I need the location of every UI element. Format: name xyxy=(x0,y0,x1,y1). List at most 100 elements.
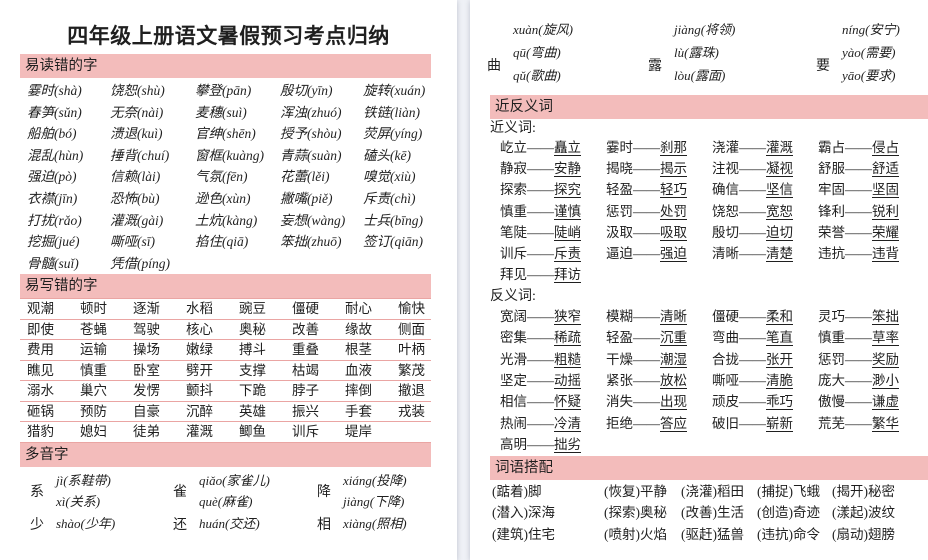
antonym-pair: 惩罚——奖励 xyxy=(818,351,899,367)
antonym-pair: 高明——拙劣 xyxy=(500,437,581,453)
word-item: 搏斗 xyxy=(239,342,266,358)
antonym-pair: 密集——稀疏 xyxy=(500,330,581,346)
antonym-pair: 干燥——潮湿 xyxy=(606,351,687,367)
word-row: 溺水 巢穴 发愣 颤抖 下跪 脖子 摔倒 撤退 xyxy=(20,381,431,402)
antonym-pair: 消失——出现 xyxy=(606,394,687,410)
collocation-item: (浇灌)稻田 xyxy=(681,483,744,499)
miswrite-word-table: 观潮 顿时 逐渐 水稻 豌豆 僵硬 耐心 愉快 即使 苍蝇 驾驶 核心 奥秘 改善 缘故 侧面 费用 运输 操场 嫩绿… xyxy=(20,298,431,443)
word-item: 猎豹 xyxy=(27,424,54,440)
antonyms-label: 反义词: xyxy=(490,288,536,304)
polyphone-carryover-reading: jiàng(将领) xyxy=(674,22,736,37)
word-item: 即使 xyxy=(27,321,54,337)
word-item: 观潮 xyxy=(27,301,54,317)
synonym-pair-row: 慎重——谨慎 惩罚——处罚 饶恕——宽恕 锋利——锐利 xyxy=(490,201,928,222)
word-item: 花蕾(lěi) xyxy=(280,169,330,185)
word-item: 嘶哑(sī) xyxy=(110,234,155,250)
word-item: 溺水 xyxy=(27,383,54,399)
synonym-pair: 拜见——拜访 xyxy=(500,267,581,283)
word-item: 恐怖(bù) xyxy=(110,190,160,206)
polyphone-group: 相 xiàng(照相) xyxy=(317,513,407,535)
antonym-pair-row: 宽阔——狭窄 模糊——清晰 僵硬——柔和 灵巧——笨拙 xyxy=(490,306,928,327)
antonym-pair: 相信——怀疑 xyxy=(500,394,581,410)
polyphone-row: 系 jì(系鞋带) xì(关系) 雀 qiǎo(家雀儿) què(麻雀) 降 xiáng(投降… xyxy=(20,470,457,513)
antonym-pair: 僵硬——柔和 xyxy=(712,308,793,324)
word-item: 训斥 xyxy=(292,424,319,440)
collocation-item: (潜入)深海 xyxy=(492,505,555,521)
word-item: 灌溉 xyxy=(186,424,213,440)
polyphone-char: 还 xyxy=(173,517,187,533)
word-item: 嫩绿 xyxy=(186,342,213,358)
section-header-misread: 易读错的字 xyxy=(20,54,431,78)
word-item: 混乱(hùn) xyxy=(27,147,84,163)
synonym-pair: 逼迫——强迫 xyxy=(606,246,687,262)
word-item: 核心 xyxy=(186,321,213,337)
antonym-pair-row: 高明——拙劣 xyxy=(490,434,928,455)
word-item: 自豪 xyxy=(133,403,160,419)
word-item: 卧室 xyxy=(133,362,160,378)
word-item: 笨拙(zhuō) xyxy=(280,234,342,250)
word-item: 脖子 xyxy=(292,383,319,399)
word-item: 攀登(pān) xyxy=(195,83,252,98)
antonym-pair-row: 密集——稀疏 轻盈——沉重 弯曲——笔直 慎重——草率 xyxy=(490,327,928,348)
synonym-pair: 确信——坚信 xyxy=(712,182,793,198)
word-row: 即使 苍蝇 驾驶 核心 奥秘 改善 缘故 侧面 xyxy=(20,320,431,341)
antonym-pair: 轻盈——沉重 xyxy=(606,330,687,346)
polyphone-reading: qǔ(歌曲) xyxy=(513,68,561,84)
word-item: 徒弟 xyxy=(133,424,160,440)
word-item: 春笋(sǔn) xyxy=(27,104,82,120)
synonym-pair: 霸占——侵占 xyxy=(818,139,899,155)
word-item: 缘故 xyxy=(345,321,372,337)
antonym-pair: 热闹——冷清 xyxy=(500,415,581,431)
word-item: 英雄 xyxy=(239,403,266,419)
polyphone-reading: yāo(要求) xyxy=(842,68,896,84)
word-item: 苍蝇 xyxy=(80,321,107,337)
synonym-pair: 注视——凝视 xyxy=(712,160,793,176)
word-item: 无奈(nài) xyxy=(110,104,164,120)
synonym-pair: 浇灌——灌溉 xyxy=(712,139,793,155)
word-row: (踮着)脚 (恢复)平静 (浇灌)稻田 (捕捉)飞蛾 (揭开)秘密 xyxy=(490,481,928,503)
word-item: 嗅觉(xiù) xyxy=(363,169,416,185)
polyphone-group: 还 huán(交还) xyxy=(173,513,317,535)
word-item: 水稻 xyxy=(186,301,213,317)
word-item: 撤退 xyxy=(398,383,425,399)
polyphone-reading: jì(系鞋带) xyxy=(56,472,111,488)
word-item: 支撑 xyxy=(239,362,266,378)
antonym-pair: 弯曲——笔直 xyxy=(712,330,793,346)
word-item: 叶柄 xyxy=(398,342,425,358)
synonym-pair: 牢固——坚固 xyxy=(818,182,899,198)
word-item: 麦穗(suì) xyxy=(195,104,247,120)
synonym-pair: 饶恕——宽恕 xyxy=(712,203,793,219)
synonym-pair: 锋利——锐利 xyxy=(818,203,899,219)
word-item: 劈开 xyxy=(186,362,213,378)
collocation-grid: (踮着)脚 (恢复)平静 (浇灌)稻田 (捕捉)飞蛾 (揭开)秘密 (潜入)深海 (探索)奥… xyxy=(490,481,928,546)
word-item: 摔倒 xyxy=(345,383,372,399)
section-header-miswrite: 易写错的字 xyxy=(20,274,431,299)
word-item: 斥责(chì) xyxy=(363,190,416,206)
collocation-item: (改善)生活 xyxy=(681,505,744,521)
word-item: 强迫(pò) xyxy=(27,169,77,185)
word-item: 耐心 xyxy=(345,301,372,317)
polyphone-group: níng(安宁) yào(需要) yāo(要求) 要 xyxy=(814,18,900,88)
polyphone-reading: qū(弯曲) xyxy=(513,45,561,61)
antonym-pairs: 宽阔——狭窄 模糊——清晰 僵硬——柔和 灵巧——笨拙 密集——稀疏 轻盈——沉重 弯曲——… xyxy=(490,306,928,456)
word-row: 砸锅 预防 自豪 沉醉 英雄 振兴 手套 戎装 xyxy=(20,402,431,423)
word-item: 逊色(xùn) xyxy=(195,190,251,206)
word-row: 观潮 顿时 逐渐 水稻 豌豆 僵硬 耐心 愉快 xyxy=(20,299,431,320)
word-item: 改善 xyxy=(292,321,319,337)
synonym-pair-row: 训斥——斥责 逼迫——强迫 清晰——清楚 违抗——违背 xyxy=(490,243,928,264)
antonym-pair: 坚定——动摇 xyxy=(500,372,581,388)
polyphone-char: 曲 xyxy=(487,59,501,74)
polyphone-groups-continued: xuàn(旋风) qū(弯曲) qǔ(歌曲) 曲 jiàng(将领) lù(露珠) lòu(… xyxy=(470,18,928,88)
antonym-pair: 模糊——清晰 xyxy=(606,308,687,324)
polyphone-groups: 系 jì(系鞋带) xì(关系) 雀 qiǎo(家雀儿) què(麻雀) 降 xiáng(投降… xyxy=(20,470,457,535)
polyphone-char: 要 xyxy=(816,59,830,74)
polyphone-reading: qiǎo(家雀儿) xyxy=(199,472,270,488)
synonym-pair: 违抗——违背 xyxy=(818,246,899,262)
word-row: 船舶(bó) 溃退(kuì) 官绅(shēn) 授予(shòu) 荧屏(yíng) xyxy=(20,123,457,145)
word-row: 混乱(hùn) 捶背(chuí) 窗框(kuàng) 青蒜(suàn) 磕头(kē) xyxy=(20,145,457,167)
word-item: 重叠 xyxy=(292,342,319,358)
polyphone-reading: lòu(露面) xyxy=(674,68,726,84)
polyphone-reading: xiáng(投降) xyxy=(343,472,407,488)
antonym-pair: 拒绝——答应 xyxy=(606,415,687,431)
synonym-pair: 探索——探究 xyxy=(500,182,581,198)
